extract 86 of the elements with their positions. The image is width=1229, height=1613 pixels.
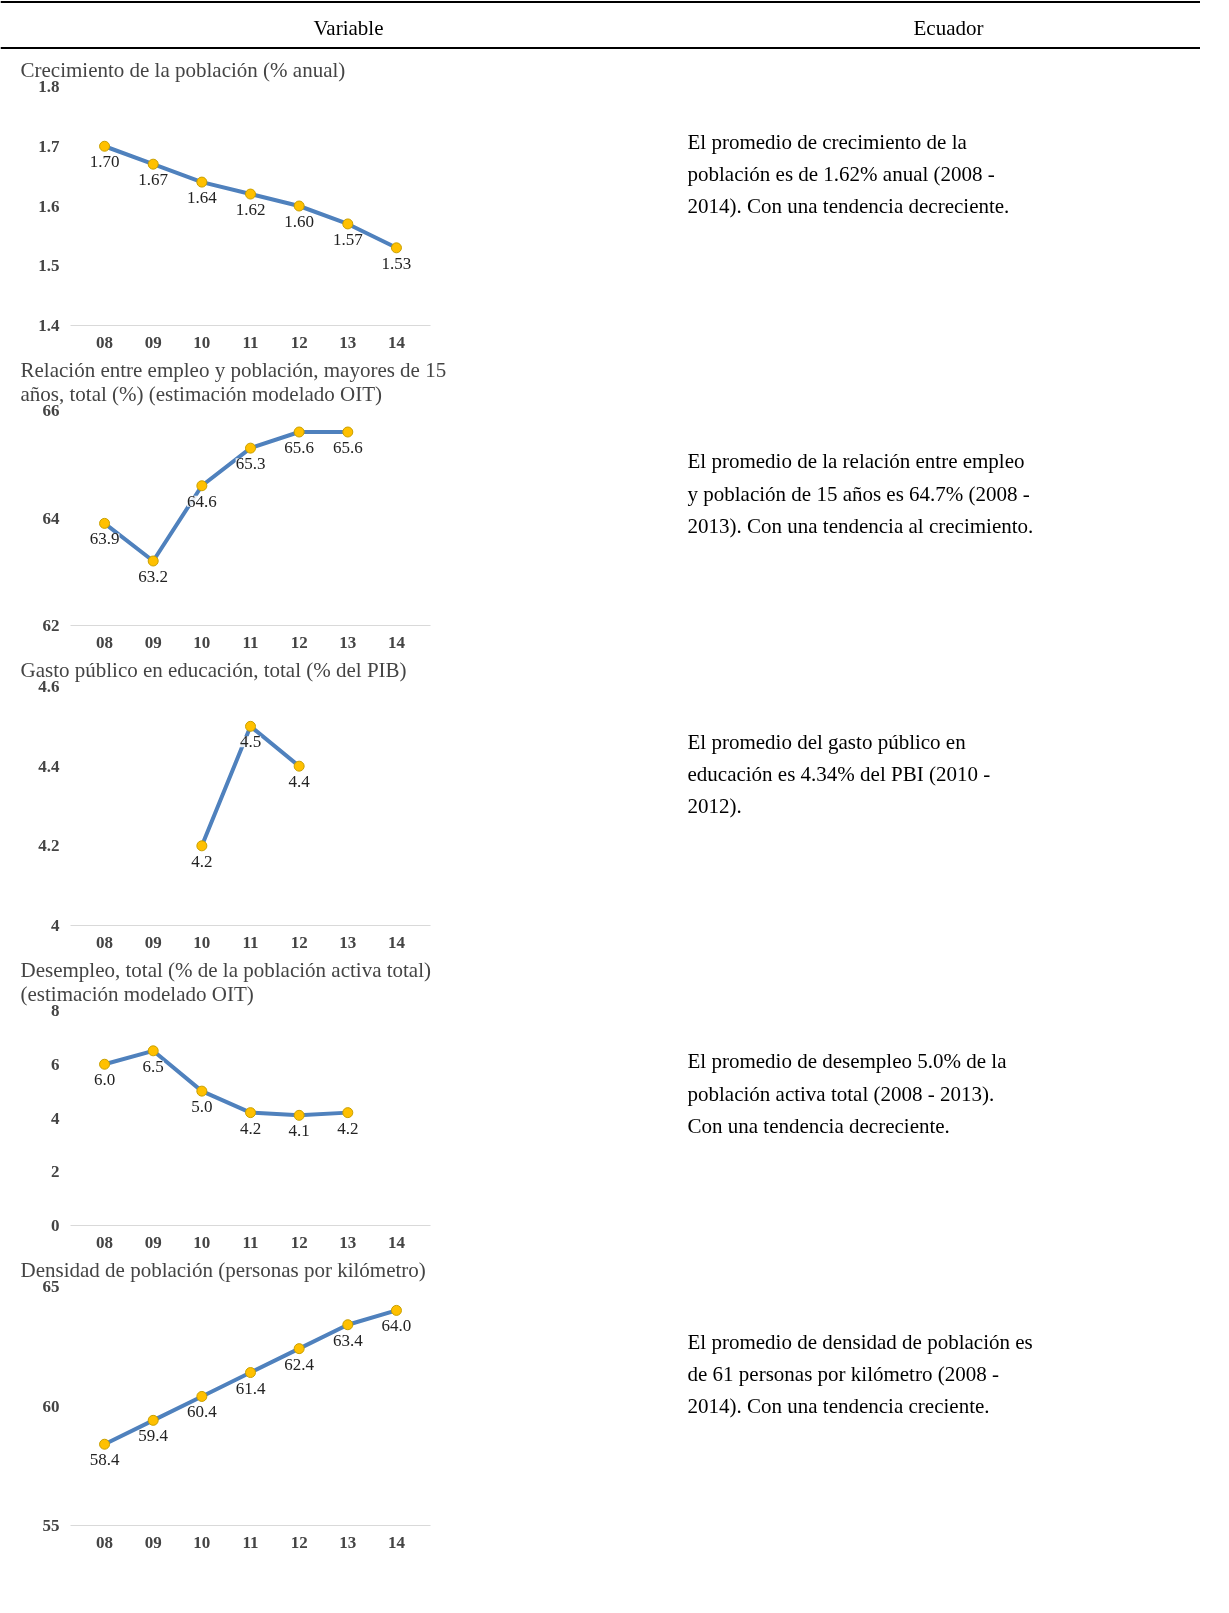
x-tick-label: 11 [242, 1232, 259, 1252]
x-tick-label: 14 [387, 1532, 406, 1552]
x-tick-label: 09 [144, 1232, 162, 1252]
y-tick-label: 4 [51, 916, 60, 935]
y-tick-label: 60 [42, 1396, 60, 1416]
x-tick-label: 14 [387, 932, 406, 952]
data-label: 4.2 [337, 1118, 359, 1138]
x-tick-label: 08 [96, 632, 114, 652]
x-tick-label: 08 [96, 1232, 114, 1252]
data-label: 60.4 [186, 1402, 218, 1422]
x-tick-label: 10 [193, 632, 211, 652]
y-tick-label: 4.2 [38, 836, 60, 856]
x-tick-label: 10 [193, 932, 211, 952]
data-label: 65.3 [235, 454, 266, 474]
data-label: 64.0 [381, 1316, 412, 1336]
data-label: 58.4 [89, 1450, 120, 1470]
y-tick-label: 4 [51, 1108, 60, 1128]
data-label: 1.60 [284, 212, 315, 231]
data-label: 4.4 [288, 772, 311, 792]
data-label: 1.62 [235, 200, 266, 220]
x-tick-label: 13 [339, 632, 357, 652]
data-label: 59.4 [138, 1426, 169, 1446]
text: Ecuador [913, 16, 984, 40]
y-tick-label: 1.6 [38, 196, 60, 216]
text: Variable [313, 16, 384, 40]
x-tick-label: 11 [242, 1532, 259, 1552]
x-tick-label: 08 [96, 1532, 114, 1552]
data-label: 4.2 [239, 1118, 262, 1138]
data-label: 1.53 [381, 253, 412, 273]
x-tick-label: 12 [290, 1232, 308, 1252]
data-label: 63.4 [332, 1330, 364, 1350]
y-tick-label: 55 [42, 1516, 60, 1535]
x-tick-label: 10 [193, 1532, 211, 1552]
data-label: 5.0 [191, 1097, 213, 1117]
y-tick-label: 64 [42, 508, 60, 528]
x-tick-label: 13 [339, 332, 357, 352]
data-label: 4.2 [191, 851, 213, 871]
data-label: 65.6 [284, 438, 315, 457]
y-tick-label: 4.4 [38, 756, 60, 776]
x-tick-label: 12 [290, 632, 308, 652]
x-tick-label: 11 [242, 332, 259, 352]
data-label: 6.5 [142, 1056, 164, 1076]
text: El promedio del gasto público en educación es 4.34% del PBI (2010 - 2012). [687, 729, 991, 819]
data-label: 4.5 [239, 732, 262, 752]
data-label: 1.67 [138, 170, 169, 190]
data-label: 62.4 [284, 1354, 315, 1374]
x-tick-label: 14 [387, 632, 406, 652]
data-label: 63.2 [138, 567, 169, 586]
x-tick-label: 11 [242, 632, 259, 652]
data-label: 1.57 [332, 229, 364, 249]
data-label: 63.9 [89, 529, 120, 549]
data-label: 4.1 [288, 1121, 310, 1141]
x-tick-label: 09 [144, 332, 162, 352]
x-tick-label: 12 [290, 932, 308, 952]
text: El promedio de densidad de población es de 61 personas por kilómetro (2008 - 2014). Con una tendencia creciente. [687, 1329, 1033, 1419]
y-tick-label: 0 [51, 1216, 60, 1235]
y-tick-label: 1.7 [38, 136, 60, 156]
text: El promedio de desempleo 5.0% de la población activa total (2008 - 2013). Con una tendencia decreciente. [687, 1049, 1008, 1138]
x-tick-label: 13 [339, 1532, 357, 1552]
data-label: 1.70 [89, 152, 120, 172]
x-tick-label: 13 [339, 932, 357, 952]
data-label: 65.6 [332, 438, 363, 457]
y-tick-label: 1.4 [38, 316, 60, 335]
x-tick-label: 09 [144, 632, 162, 652]
x-tick-label: 14 [387, 1232, 406, 1252]
x-tick-label: 10 [193, 1232, 211, 1252]
x-tick-label: 08 [96, 332, 114, 352]
y-tick-label: 62 [42, 616, 60, 635]
x-tick-label: 08 [96, 932, 114, 952]
x-tick-label: 09 [144, 1532, 162, 1552]
x-tick-label: 12 [290, 1532, 308, 1552]
y-tick-label: 1.5 [38, 256, 60, 276]
x-tick-label: 14 [387, 332, 406, 352]
data-label: 1.64 [186, 188, 218, 208]
y-tick-label: 6 [51, 1054, 60, 1074]
x-tick-label: 13 [339, 1232, 357, 1252]
data-label: 61.4 [235, 1378, 266, 1398]
data-label: 6.0 [93, 1070, 116, 1090]
y-tick-label: 2 [51, 1162, 60, 1182]
x-tick-label: 10 [193, 332, 211, 352]
data-label: 64.6 [186, 491, 217, 511]
x-tick-label: 09 [144, 932, 162, 952]
text: El promedio de crecimiento de la población es de 1.62% anual (2008 - 2014). Con una tendencia decreciente. [687, 129, 1010, 219]
x-tick-label: 12 [290, 332, 308, 352]
text: El promedio de la relación entre empleo y población de 15 años es 64.7% (2008 - 2013). Con una tendencia al crecimiento. [687, 449, 1034, 538]
x-tick-label: 11 [242, 932, 259, 952]
